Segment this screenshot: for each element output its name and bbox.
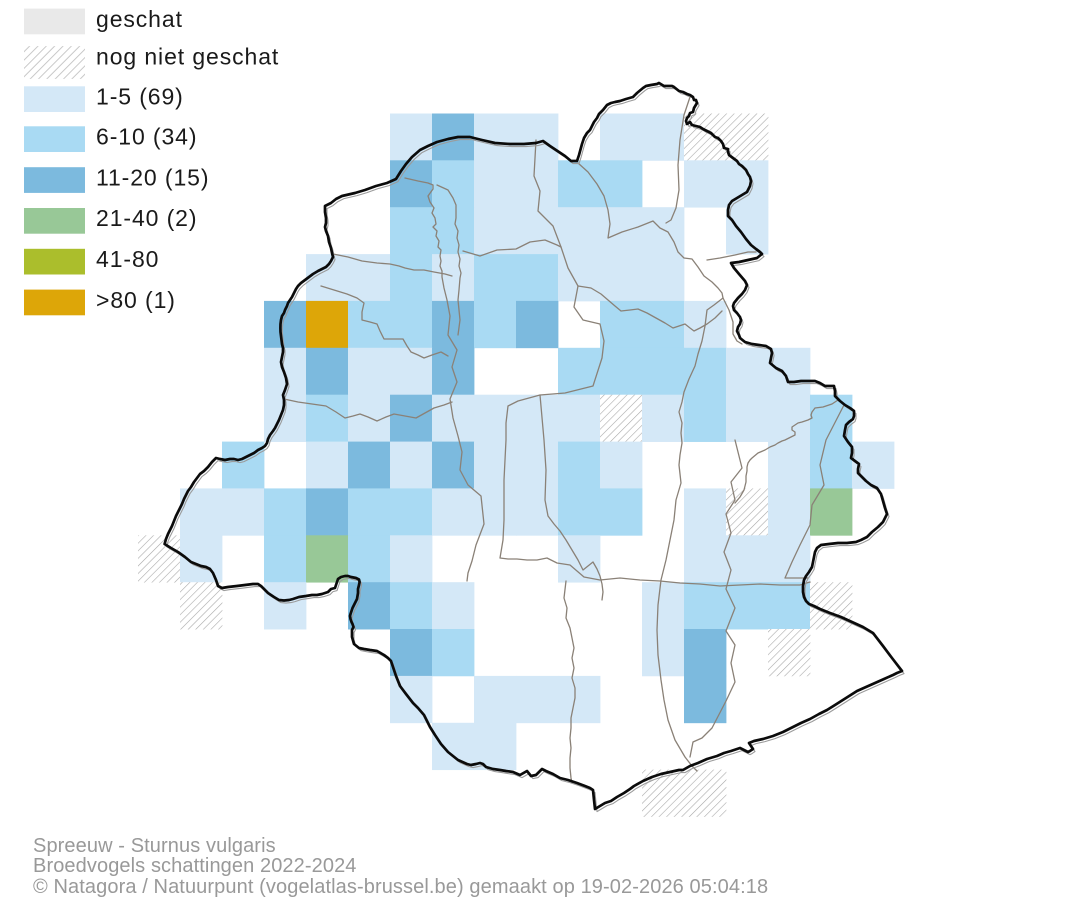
svg-text:Broedvogels schattingen 2022-2: Broedvogels schattingen 2022-2024	[33, 855, 357, 877]
svg-text:41-80: 41-80	[96, 246, 159, 272]
svg-text:geschat: geschat	[96, 6, 183, 32]
svg-text:© Natagora / Natuurpunt (vogel: © Natagora / Natuurpunt (vogelatlas-brus…	[33, 876, 768, 898]
svg-text:1-5 (69): 1-5 (69)	[96, 84, 184, 110]
svg-text:Spreeuw - Sturnus vulgaris: Spreeuw - Sturnus vulgaris	[33, 835, 276, 857]
svg-text:6-10 (34): 6-10 (34)	[96, 124, 197, 150]
svg-text:11-20 (15): 11-20 (15)	[96, 164, 209, 190]
svg-text:nog niet geschat: nog niet geschat	[96, 43, 279, 69]
svg-text:>80 (1): >80 (1)	[96, 287, 176, 313]
svg-text:21-40 (2): 21-40 (2)	[96, 205, 197, 231]
